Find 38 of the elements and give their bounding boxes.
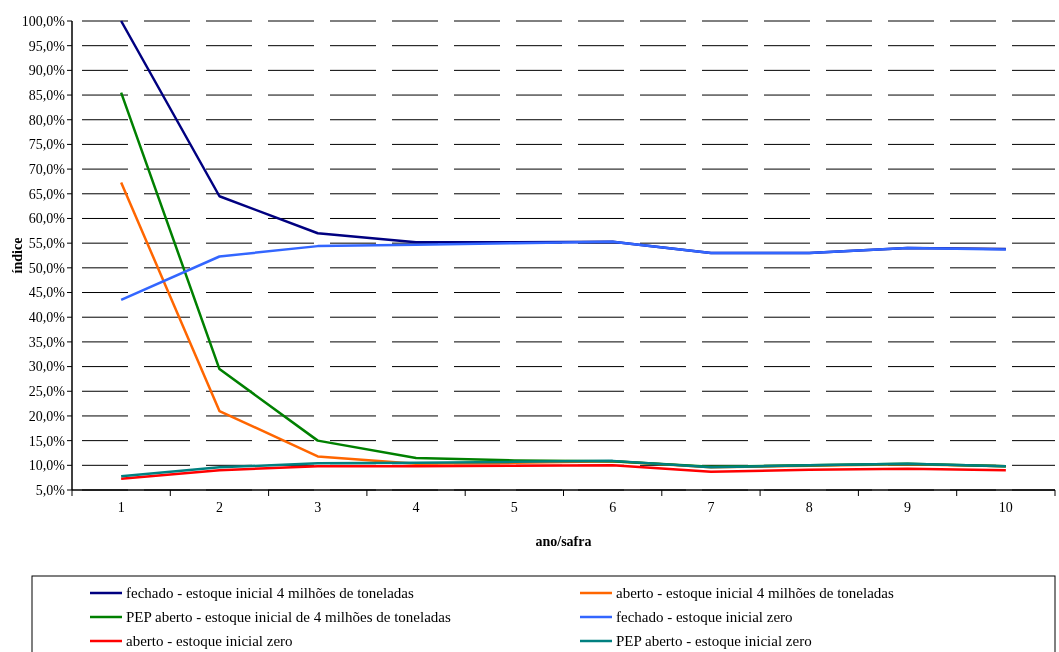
x-axis-title: ano/safra — [535, 534, 592, 549]
x-tick-label: 7 — [707, 500, 715, 515]
y-tick-label: 20,0% — [28, 408, 66, 424]
x-tick-label: 6 — [609, 500, 617, 515]
legend-label: fechado - estoque inicial zero — [616, 609, 793, 626]
y-tick-label: 90,0% — [28, 63, 66, 79]
legend-label: fechado - estoque inicial 4 milhões de toneladas — [126, 585, 414, 602]
y-tick-label: 5,0% — [35, 482, 66, 498]
y-tick-label: 60,0% — [28, 211, 66, 227]
y-tick-label: 30,0% — [28, 359, 66, 375]
legend-label: PEP aberto - estoque inicial zero — [616, 633, 812, 650]
y-tick-label: 65,0% — [28, 186, 66, 202]
y-tick-label: 75,0% — [28, 137, 66, 153]
y-tick-label: 95,0% — [28, 38, 66, 54]
y-tick-label: 10,0% — [28, 458, 66, 474]
y-tick-label: 35,0% — [28, 334, 66, 350]
y-tick-label: 55,0% — [28, 236, 66, 252]
y-tick-label: 100,0% — [21, 13, 66, 29]
y-tick-label: 45,0% — [28, 285, 66, 301]
legend-label: aberto - estoque inicial zero — [126, 633, 293, 650]
legend-label: PEP aberto - estoque inicial de 4 milhões de toneladas — [126, 609, 451, 626]
y-tick-label: 25,0% — [28, 384, 66, 400]
y-tick-label: 70,0% — [28, 162, 66, 178]
y-tick-label: 85,0% — [28, 87, 66, 103]
y-tick-label: 50,0% — [28, 260, 66, 276]
x-tick-label: 4 — [412, 500, 420, 515]
x-tick-label: 3 — [314, 500, 322, 515]
legend-label: aberto - estoque inicial 4 milhões de toneladas — [616, 585, 894, 602]
y-tick-label: 80,0% — [28, 112, 66, 128]
y-axis-title: índice — [10, 237, 25, 274]
x-tick-label: 8 — [805, 500, 813, 515]
x-tick-label: 9 — [904, 500, 912, 515]
y-tick-label: 15,0% — [28, 433, 66, 449]
x-tick-label: 2 — [215, 500, 223, 515]
x-tick-label: 1 — [117, 500, 125, 515]
y-tick-label: 40,0% — [28, 310, 66, 326]
x-tick-label: 10 — [998, 500, 1013, 515]
x-tick-label: 5 — [510, 500, 518, 515]
